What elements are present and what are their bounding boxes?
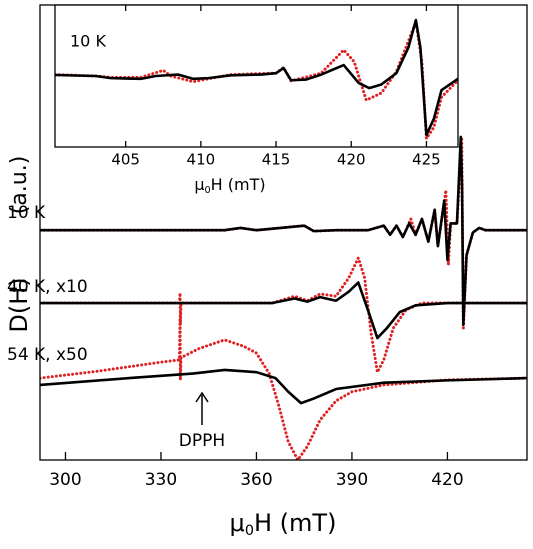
- data-line: [40, 135, 527, 327]
- inset-background: [55, 5, 458, 147]
- data-line: [40, 318, 527, 460]
- x-axis-label: μ0H (mT): [194, 175, 265, 196]
- y-axis-label: (a.u.): [7, 156, 32, 215]
- annotation: 54 K, x50: [7, 345, 88, 365]
- x-label-symbol: μ: [230, 509, 245, 537]
- x-label-rest: H (mT): [211, 175, 266, 194]
- x-tick-label: 415: [262, 151, 291, 169]
- x-tick-label: 405: [111, 151, 140, 169]
- annotation: 10 K: [70, 32, 106, 51]
- x-label-symbol: μ: [194, 175, 204, 194]
- x-tick-label: 420: [337, 151, 366, 169]
- x-label-rest: H (mT): [254, 509, 336, 537]
- x-label-subscript: 0: [245, 523, 254, 539]
- x-axis-label: μ0H (mT): [230, 509, 337, 539]
- data-line: [40, 368, 527, 405]
- data-line: [55, 18, 458, 137]
- axes-frame: [54, 4, 459, 148]
- x-tick-label: 420: [431, 470, 463, 490]
- x-tick-label: 425: [412, 151, 441, 169]
- x-tick-label: 410: [187, 151, 216, 169]
- annotation: 40 K, x10: [7, 277, 88, 297]
- plot-area: [55, 18, 458, 140]
- x-tick-label: 300: [49, 470, 81, 490]
- x-tick-label: 330: [145, 470, 177, 490]
- x-tick-label: 390: [336, 470, 368, 490]
- data-line: [55, 20, 458, 140]
- data-line: [40, 281, 527, 340]
- x-label-subscript: 0: [205, 185, 211, 196]
- annotation: 10 K: [7, 203, 46, 223]
- y-axis-label: D(H): [5, 277, 33, 332]
- annotation: DPPH: [179, 431, 225, 451]
- data-line: [40, 256, 527, 374]
- arrow-head: [195, 391, 209, 403]
- plot-area: [40, 135, 527, 460]
- x-tick-label: 360: [240, 470, 272, 490]
